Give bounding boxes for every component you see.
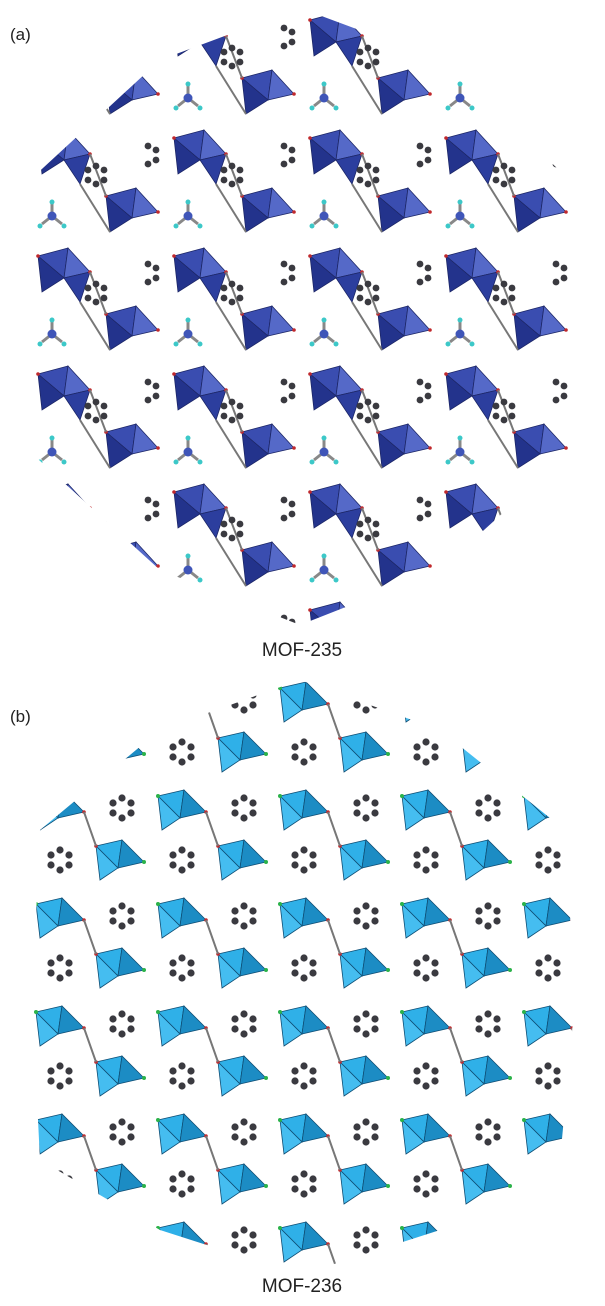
mof-235-structure <box>28 8 572 625</box>
mof-236-structure <box>32 680 575 1275</box>
panel-label: (b) <box>10 707 31 726</box>
caption: MOF-235 <box>262 640 342 661</box>
panel-label: (a) <box>10 25 31 44</box>
caption: MOF-236 <box>262 1276 342 1297</box>
